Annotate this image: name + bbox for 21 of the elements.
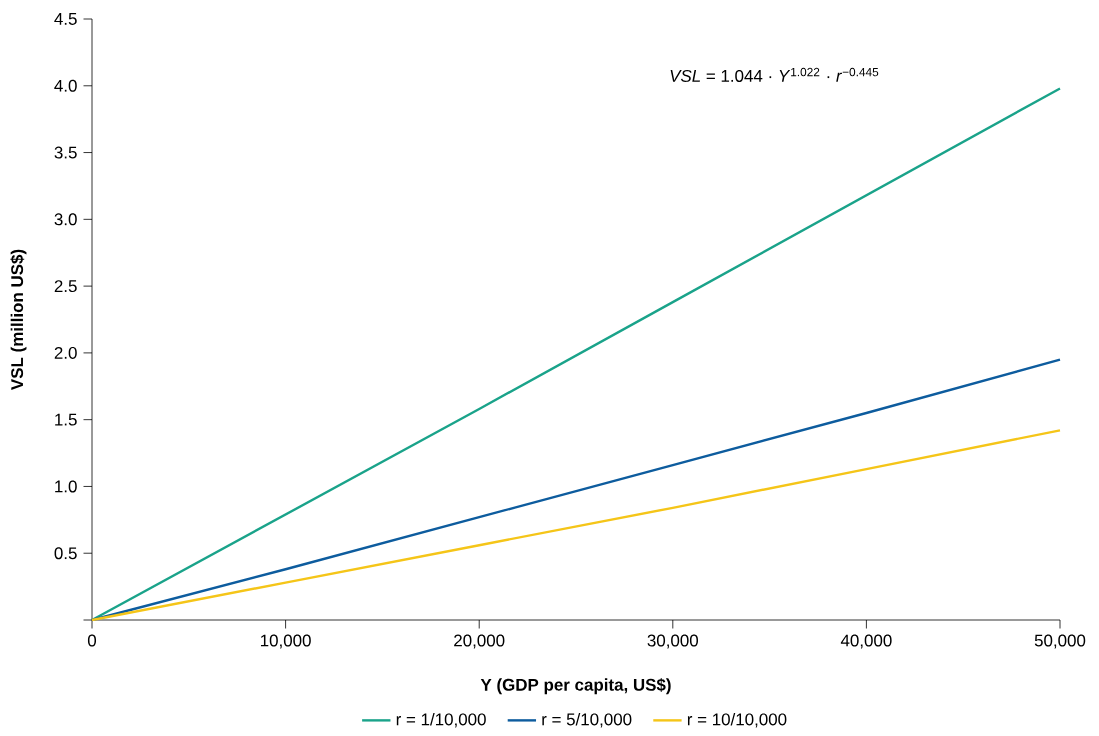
x-tick-label: 40,000 [840, 634, 892, 649]
y-tick-label: 0.5 [54, 547, 77, 560]
legend-label: r = 5/10,000 [542, 712, 632, 728]
y-tick-label: 1.0 [55, 480, 77, 493]
y-tick-label: 1.5 [55, 413, 77, 426]
y-tick-label: 4.0 [54, 79, 77, 92]
x-tick-label: 20,000 [454, 634, 505, 649]
x-tick-label: 30,000 [647, 634, 699, 649]
y-tick-label: 4.5 [54, 13, 77, 25]
y-tick-label: 3.0 [54, 213, 77, 226]
legend-label: r = 1/10,000 [396, 712, 486, 728]
x-tick-label: 0 [87, 634, 97, 647]
y-tick-label: 2.0 [54, 346, 77, 359]
x-axis-title: Y (GDP per capita, US$) [480, 678, 671, 695]
x-tick-label: 10,000 [260, 634, 311, 649]
y-tick-label: 3.5 [54, 146, 77, 159]
legend-label: r = 10/10,000 [687, 712, 787, 728]
y-axis-title: VSL (million US$) [10, 249, 27, 390]
x-tick-label: 50,000 [1034, 634, 1086, 649]
y-tick-label: 2.5 [54, 280, 77, 293]
annotation: VSL = 1.044 · Y$^{1.022}$ · r$^{−0.445}$ [670, 67, 879, 82]
